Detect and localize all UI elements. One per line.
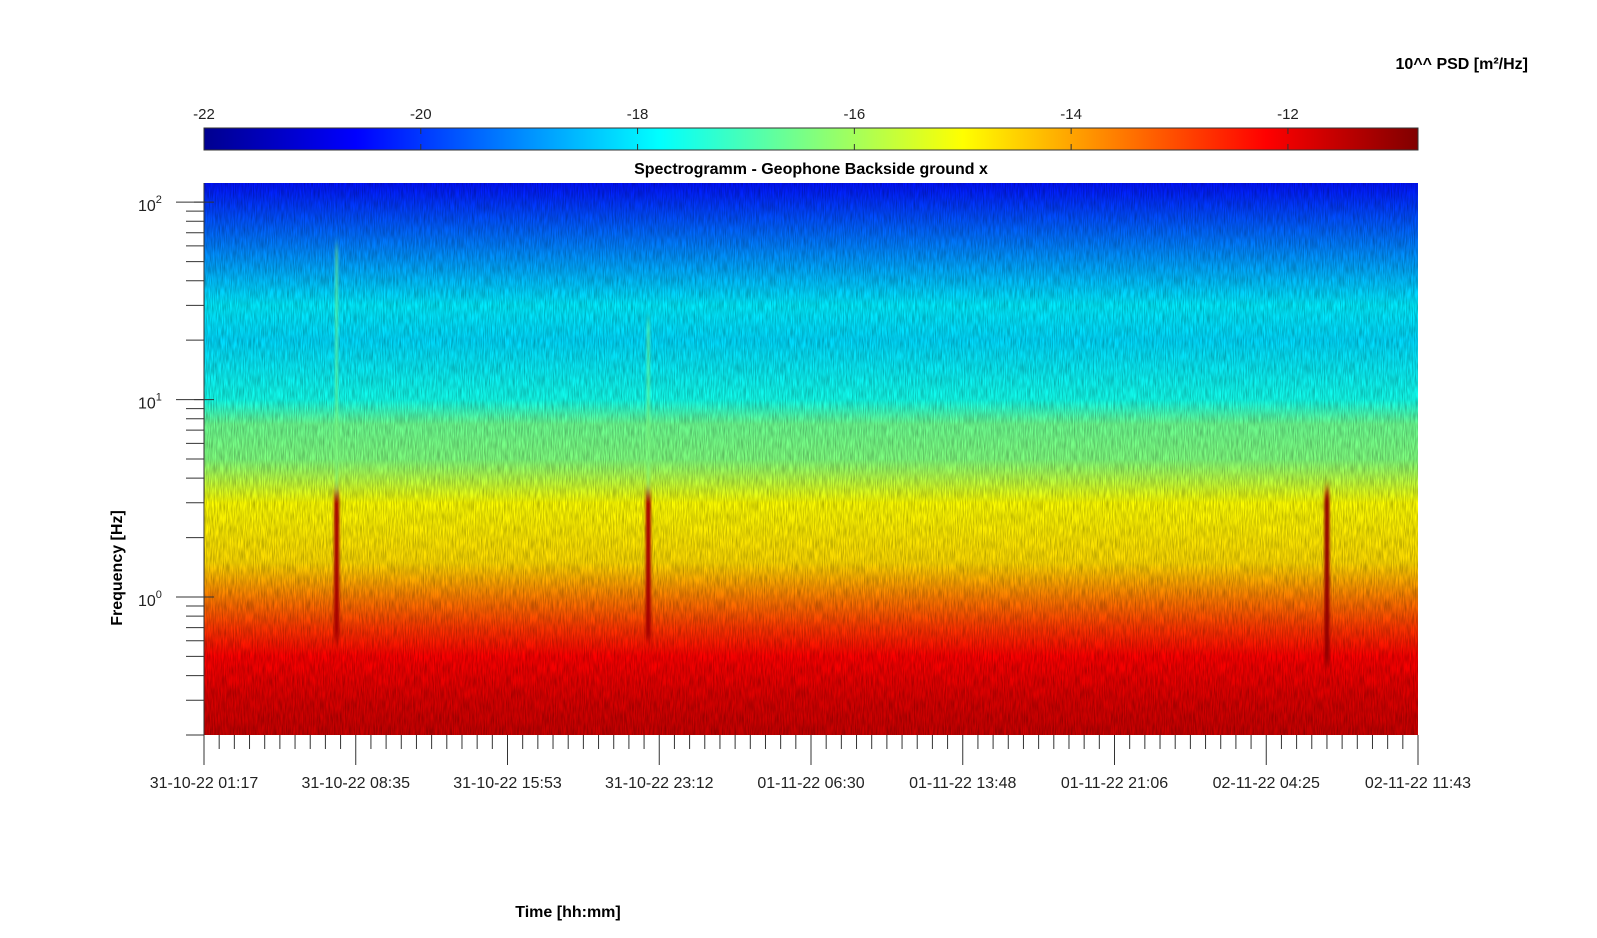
y-tick-exponent: 2 — [156, 194, 162, 206]
colorbar-tick-label: -22 — [193, 106, 215, 123]
colorbar-tick-labels: -22 -20 -18 -16 -14 -12 — [193, 106, 1299, 123]
x-tick-label: 01-11-22 06:30 — [757, 775, 864, 792]
x-tick-label: 02-11-22 11:43 — [1365, 775, 1471, 792]
spectrogram-texture — [204, 183, 1418, 735]
plot-area — [204, 183, 1418, 735]
colorbar-tick-label: -18 — [627, 106, 649, 123]
x-axis-ticks — [203, 735, 1419, 765]
x-tick-label: 31-10-22 08:35 — [301, 775, 410, 792]
x-tick-label: 31-10-22 15:53 — [453, 775, 562, 792]
colorbar-tick-label: -20 — [410, 106, 432, 123]
event-trace — [334, 489, 340, 641]
transient-events — [334, 245, 1330, 666]
x-tick-label: 02-11-22 04:25 — [1213, 775, 1320, 792]
x-tick-label: 31-10-22 23:12 — [605, 775, 714, 792]
colorbar-tick-label: -16 — [844, 106, 866, 123]
colorbar-tick-label: -14 — [1060, 106, 1082, 123]
event-trace-upper — [647, 321, 650, 490]
y-tick-label: 101 — [138, 392, 162, 413]
y-axis-label: Frequency [Hz] — [109, 510, 126, 626]
y-tick-exponent: 0 — [156, 589, 162, 601]
colorbar — [203, 127, 1419, 151]
x-axis-label: Time [hh:mm] — [515, 904, 620, 921]
y-tick-label: 102 — [138, 194, 162, 215]
x-tick-label: 01-11-22 21:06 — [1061, 775, 1168, 792]
x-tick-label: 01-11-22 13:48 — [909, 775, 1016, 792]
y-tick-exponent: 1 — [156, 392, 162, 404]
colorbar-label: 10^^ PSD [m²/Hz] — [1396, 56, 1528, 73]
event-trace — [645, 489, 651, 641]
y-tick-label: 100 — [138, 589, 162, 610]
chart-title: Spectrogramm - Geophone Backside ground … — [634, 161, 988, 178]
colorbar-ticks — [203, 128, 1289, 150]
x-tick-label: 31-10-22 01:17 — [150, 775, 259, 792]
event-trace-upper — [335, 245, 338, 490]
event-trace — [1324, 489, 1330, 666]
y-axis-ticks — [176, 201, 214, 736]
x-axis-tick-labels: 31-10-22 01:17 31-10-22 08:35 31-10-22 15:… — [150, 775, 1471, 792]
colorbar-tick-label: -12 — [1277, 106, 1299, 123]
